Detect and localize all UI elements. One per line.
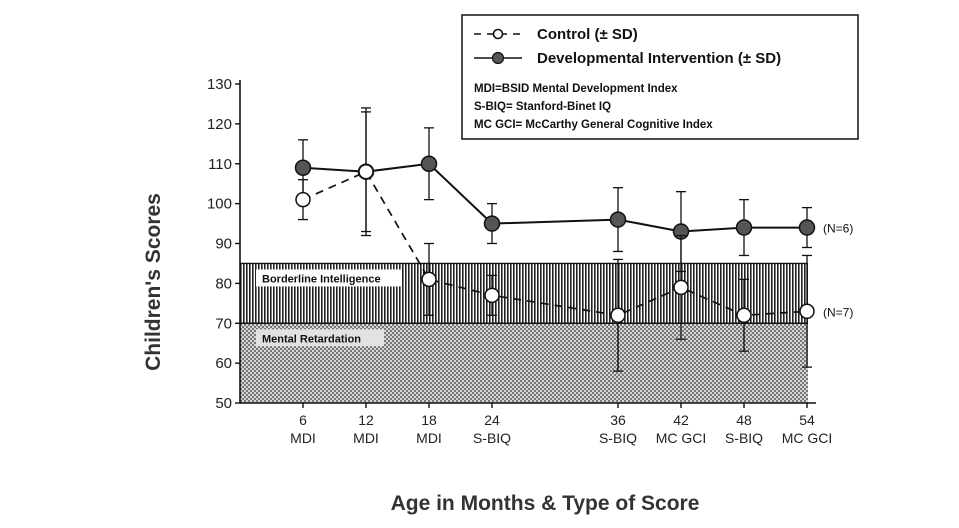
x-tick-score-type: S-BIQ <box>599 430 637 446</box>
control-line <box>302 170 808 317</box>
band-label: Borderline Intelligence <box>262 273 381 285</box>
x-tick-month: 12 <box>358 412 374 428</box>
intervention-line <box>302 162 807 233</box>
control-point <box>610 307 626 324</box>
control-point <box>295 191 311 208</box>
x-tick-month: 36 <box>610 412 626 428</box>
x-tick-score-type: MDI <box>416 430 442 446</box>
x-tick-month: 42 <box>673 412 689 428</box>
bands-layer: Borderline Intelligence Mental Retardatio… <box>240 262 808 403</box>
legend-note-mcgci: MC GCI= McCarthy General Cognitive Index <box>474 119 713 131</box>
series-layer: (N=6) (N=7) <box>294 107 853 372</box>
x-tick-month: 6 <box>299 412 307 428</box>
intervention-point <box>798 219 816 236</box>
x-tick-month: 18 <box>421 412 437 428</box>
y-tick-label: 50 <box>215 395 232 412</box>
band-label: Mental Retardation <box>262 333 361 345</box>
x-tick-score-type: MC GCI <box>782 430 833 446</box>
y-tick-label: 80 <box>215 275 232 292</box>
x-tick-score-type: MDI <box>353 430 379 446</box>
y-tick-label: 130 <box>207 76 232 93</box>
y-tick-label: 120 <box>207 116 232 133</box>
intervention-point <box>294 159 312 176</box>
legend-control-label: Control (± SD) <box>537 26 638 43</box>
control-n-label: (N=7) <box>823 305 853 319</box>
legend: Control (± SD) Developmental Interventio… <box>461 14 859 140</box>
legend-control-marker <box>492 28 504 40</box>
control-point <box>736 307 752 324</box>
x-tick-month: 24 <box>484 412 500 428</box>
axes-layer: 50 60 70 80 90 100 110 120 130 6 MDI 12 MDI 18 MDI 24 S-… <box>207 76 832 446</box>
intervention-point <box>420 155 438 172</box>
x-tick-score-type: MC GCI <box>656 430 707 446</box>
x-tick-score-type: S-BIQ <box>473 430 511 446</box>
legend-intervention-label: Developmental Intervention (± SD) <box>537 50 781 67</box>
x-tick-month: 48 <box>736 412 752 428</box>
x-axis-title: Age in Months & Type of Score <box>391 492 700 515</box>
x-tick-score-type: S-BIQ <box>725 430 763 446</box>
intervention-n-label: (N=6) <box>823 222 853 236</box>
intervention-point <box>483 215 501 232</box>
y-tick-label: 110 <box>208 156 232 173</box>
x-tick-score-type: MDI <box>290 430 316 446</box>
legend-note-mdi: MDI=BSID Mental Development Index <box>474 83 678 95</box>
intervention-point <box>735 219 753 236</box>
intervention-point <box>609 211 627 228</box>
y-axis-title: Children's Scores <box>142 193 165 371</box>
band-label-box <box>256 329 384 347</box>
control-point <box>421 271 437 288</box>
band-label-box <box>256 269 401 287</box>
control-point <box>799 303 815 320</box>
y-tick-label: 60 <box>215 355 232 372</box>
legend-note-sbiq: S-BIQ= Stanford-Binet IQ <box>474 101 611 113</box>
control-point <box>358 163 374 180</box>
y-tick-label: 90 <box>215 236 232 253</box>
legend-box <box>461 14 859 140</box>
y-tick-label: 100 <box>207 196 232 213</box>
control-point <box>484 287 500 304</box>
control-point <box>673 279 689 296</box>
y-tick-label: 70 <box>215 315 232 332</box>
x-tick-month: 54 <box>799 412 815 428</box>
legend-intervention-marker <box>491 51 505 65</box>
